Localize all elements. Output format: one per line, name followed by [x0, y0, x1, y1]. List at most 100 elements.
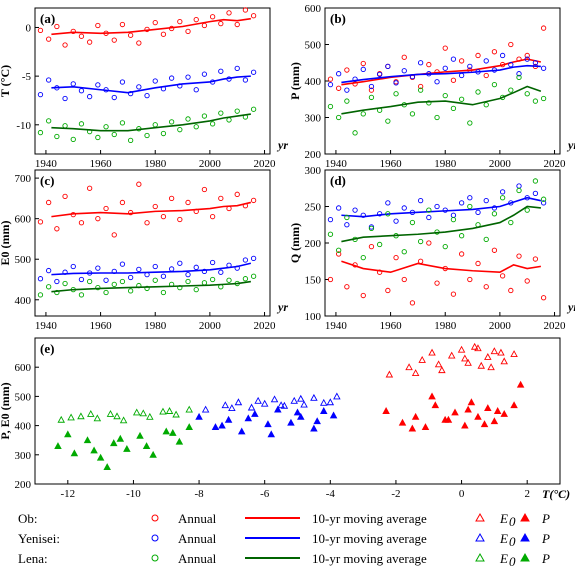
x-tick-label: -10	[126, 488, 141, 500]
point-lena-annual	[242, 276, 249, 282]
legend-river-name: Ob:	[18, 511, 38, 526]
x-tick-label: 0	[459, 488, 465, 500]
point-ob-annual	[344, 67, 350, 73]
point-ob-annual	[87, 39, 93, 45]
point-ob-annual	[450, 77, 457, 83]
point-yenisei-annual	[234, 65, 240, 71]
point-yenisei-p	[274, 405, 282, 413]
point-yenisei-annual	[516, 183, 522, 189]
point-yenisei-annual	[193, 264, 199, 270]
panel-c: 1940 1960 1980 2000 2020 400 500 600 700 (c) E0 (m…	[0, 169, 288, 332]
point-lena-annual	[95, 284, 101, 291]
point-lena-p	[64, 430, 72, 438]
legend-annual-marker	[151, 514, 159, 522]
y-axis-label: T (°C)	[0, 65, 12, 97]
point-ob-e0	[474, 344, 482, 352]
point-lena-annual	[234, 108, 240, 114]
point-yenisei-annual	[127, 274, 134, 281]
point-lena-annual	[201, 280, 208, 286]
panel-a: 1940 1960 1980 2000 2020 0 -5 -10 (a) T (°C) yr	[0, 7, 288, 170]
point-yenisei-e0	[310, 393, 318, 401]
y-tick-label: 400	[15, 295, 32, 307]
point-ob-annual	[201, 22, 208, 29]
point-yenisei-annual	[434, 203, 440, 210]
y-axis-label: E0 (mm)	[0, 221, 12, 266]
point-yenisei-annual	[385, 63, 391, 70]
point-lena-annual	[434, 114, 440, 121]
point-ob-annual	[368, 243, 375, 250]
point-ob-e0	[464, 358, 472, 366]
plot-frame	[324, 169, 561, 317]
point-yenisei-annual	[242, 257, 249, 263]
point-lena-annual	[417, 238, 424, 245]
point-yenisei-annual	[95, 82, 101, 88]
point-ob-e0	[497, 348, 505, 356]
point-yenisei-annual	[168, 75, 175, 81]
point-yenisei-annual	[417, 60, 424, 66]
point-ob-p	[484, 404, 492, 412]
point-lena-annual	[458, 233, 465, 239]
point-ob-p	[461, 421, 469, 429]
point-lena-annual	[344, 98, 350, 104]
point-lena-annual	[209, 276, 216, 283]
point-yenisei-annual	[336, 205, 342, 211]
x-tick-label: 1940	[35, 158, 58, 170]
point-ob-annual	[250, 13, 257, 19]
point-ob-annual	[250, 197, 257, 204]
y-tick-label: 100	[305, 311, 322, 323]
x-tick-label: 2000	[489, 158, 512, 170]
x-tick-label: 2000	[489, 320, 512, 332]
point-yenisei-annual	[103, 277, 109, 283]
point-ob-annual	[483, 72, 489, 79]
point-yenisei-annual	[377, 211, 383, 217]
point-lena-p	[123, 445, 131, 452]
point-ob-annual	[475, 52, 481, 59]
point-ob-annual	[95, 22, 101, 29]
point-ob-annual	[160, 31, 167, 37]
point-yenisei-annual	[360, 66, 366, 72]
point-ob-e0	[477, 361, 486, 369]
point-lena-annual	[540, 196, 547, 202]
point-lena-annual	[95, 134, 101, 141]
y-tick-label: -5	[22, 71, 32, 83]
point-ob-p	[493, 407, 502, 414]
point-yenisei-e0	[277, 401, 285, 409]
point-yenisei-p	[251, 409, 259, 417]
point-lena-annual	[193, 286, 199, 293]
point-lena-annual	[152, 122, 158, 128]
point-yenisei-e0	[319, 398, 328, 406]
point-lena-annual	[491, 211, 498, 217]
point-ob-annual	[152, 19, 158, 26]
point-lena-annual	[483, 236, 489, 243]
point-lena-p	[109, 439, 118, 447]
point-lena-annual	[62, 280, 68, 287]
x-tick-label: 1980	[434, 320, 457, 332]
point-yenisei-p	[224, 415, 233, 423]
point-lena-annual	[417, 87, 424, 93]
x-tick-label: 1940	[325, 158, 348, 170]
point-yenisei-e0	[221, 401, 230, 409]
line-yenisei-avg	[341, 64, 541, 84]
panel-b: 1940 1960 1980 2000 2020 200 300 400 500 600 (b) P …	[288, 3, 575, 170]
point-ob-annual	[152, 203, 158, 210]
point-ob-annual	[417, 258, 424, 264]
x-axis-label: T(°C)	[542, 487, 570, 501]
point-lena-p	[116, 434, 125, 442]
point-lena-annual	[127, 288, 134, 294]
point-ob-annual	[78, 33, 85, 39]
point-lena-p	[169, 428, 177, 436]
point-lena-p	[90, 446, 98, 454]
point-yenisei-annual	[144, 92, 150, 99]
point-lena-annual	[467, 120, 473, 126]
point-yenisei-annual	[393, 80, 399, 86]
x-tick-label: 1940	[35, 320, 58, 332]
point-lena-p	[162, 427, 171, 435]
point-yenisei-annual	[442, 65, 448, 71]
x-tick-label: 2000	[199, 320, 222, 332]
legend-e0-subscript: 0	[509, 554, 516, 569]
point-ob-annual	[450, 291, 457, 297]
point-lena-annual	[250, 273, 257, 279]
point-ob-annual	[475, 260, 481, 267]
point-lena-annual	[103, 124, 109, 130]
point-lena-annual	[426, 207, 432, 213]
